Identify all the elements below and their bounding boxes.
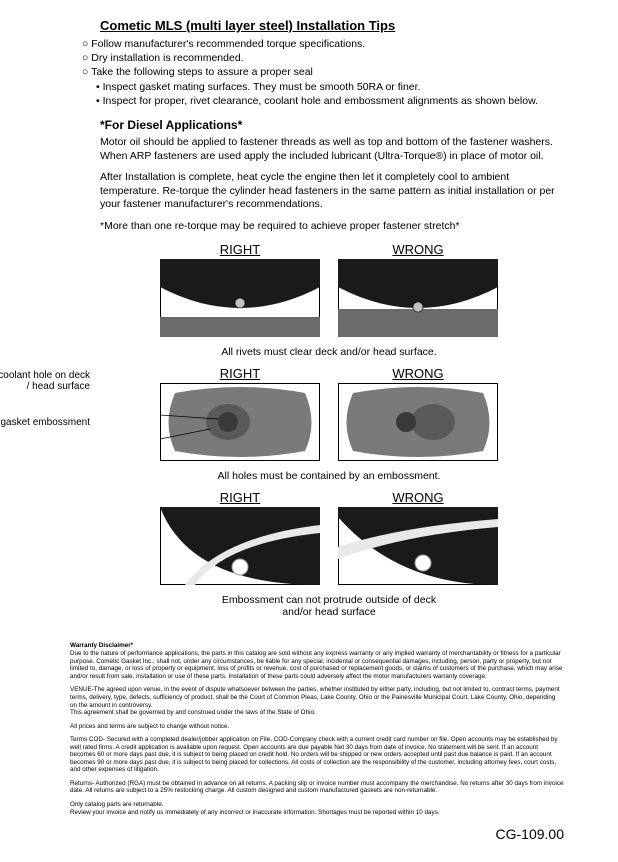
- page-number: CG-109.00: [100, 826, 564, 842]
- document-page: Cometic MLS (multi layer steel) Installa…: [0, 0, 618, 862]
- diagram-row-holes: RIGHT WRONG: [100, 366, 558, 466]
- hole-caption: All holes must be contained by an emboss…: [100, 470, 558, 482]
- disclaimer-para: Terms COD- Secured with a completed deal…: [70, 736, 564, 774]
- bullet-list: Follow manufacturer's recommended torque…: [82, 37, 558, 108]
- diagram-cell-right: RIGHT: [160, 490, 320, 590]
- diagram-cell-right: RIGHT: [160, 242, 320, 342]
- emboss-wrong-diagram: [338, 507, 498, 585]
- diesel-subheading: *For Diesel Applications*: [100, 118, 558, 132]
- warranty-disclaimer: Warranty Disclaimer* Due to the nature o…: [70, 642, 564, 816]
- diagram-cell-right: RIGHT: [160, 366, 320, 466]
- disclaimer-heading: Warranty Disclaimer*: [70, 642, 564, 650]
- bullet-subitem: Inspect for proper, rivet clearance, coo…: [82, 94, 558, 108]
- disclaimer-para: Only catalog parts are returnable. Revie…: [70, 801, 564, 816]
- emboss-right-diagram: [160, 507, 320, 585]
- disclaimer-para: VENUE-The agreed upon venue, in the even…: [70, 686, 564, 716]
- emboss-caption: Embossment can not protrude outside of d…: [209, 594, 449, 618]
- diagram-cell-wrong: WRONG: [338, 366, 498, 466]
- paragraph: *More than one re-torque may be required…: [100, 220, 558, 234]
- bullet-item: Follow manufacturer's recommended torque…: [82, 37, 558, 51]
- disclaimer-para: Returns- Authorized (RGA) must be obtain…: [70, 780, 564, 795]
- wrong-label: WRONG: [338, 490, 498, 505]
- embossment-label: gasket embossment: [0, 417, 90, 429]
- wrong-label: WRONG: [338, 366, 498, 381]
- rivet-caption: All rivets must clear deck and/or head s…: [100, 346, 558, 358]
- bullet-subitem: Inspect gasket mating surfaces. They mus…: [82, 80, 558, 94]
- bullet-item: Take the following steps to assure a pro…: [82, 65, 558, 79]
- diagrams-section: coolant hole on deck / head surface gask…: [100, 242, 558, 618]
- paragraph: After Installation is complete, heat cyc…: [100, 171, 558, 212]
- disclaimer-para: All prices and terms are subject to chan…: [70, 723, 564, 731]
- right-label: RIGHT: [160, 490, 320, 505]
- coolant-hole-label: coolant hole on deck / head surface: [0, 370, 90, 393]
- hole-right-diagram: [160, 383, 320, 461]
- wrong-label: WRONG: [338, 242, 498, 257]
- paragraph: Motor oil should be applied to fastener …: [100, 136, 558, 163]
- diagram-row-embossment: RIGHT WRONG: [100, 490, 558, 590]
- rivet-right-diagram: [160, 259, 320, 337]
- page-title: Cometic MLS (multi layer steel) Installa…: [100, 18, 558, 33]
- hole-wrong-diagram: [338, 383, 498, 461]
- bullet-item: Dry installation is recommended.: [82, 51, 558, 65]
- side-callouts: coolant hole on deck / head surface gask…: [0, 370, 90, 429]
- rivet-wrong-diagram: [338, 259, 498, 337]
- right-label: RIGHT: [160, 242, 320, 257]
- diagram-row-rivets: RIGHT WRONG: [100, 242, 558, 342]
- diagram-cell-wrong: WRONG: [338, 242, 498, 342]
- disclaimer-para: Due to the nature of performance applica…: [70, 650, 564, 680]
- diagram-cell-wrong: WRONG: [338, 490, 498, 590]
- right-label: RIGHT: [160, 366, 320, 381]
